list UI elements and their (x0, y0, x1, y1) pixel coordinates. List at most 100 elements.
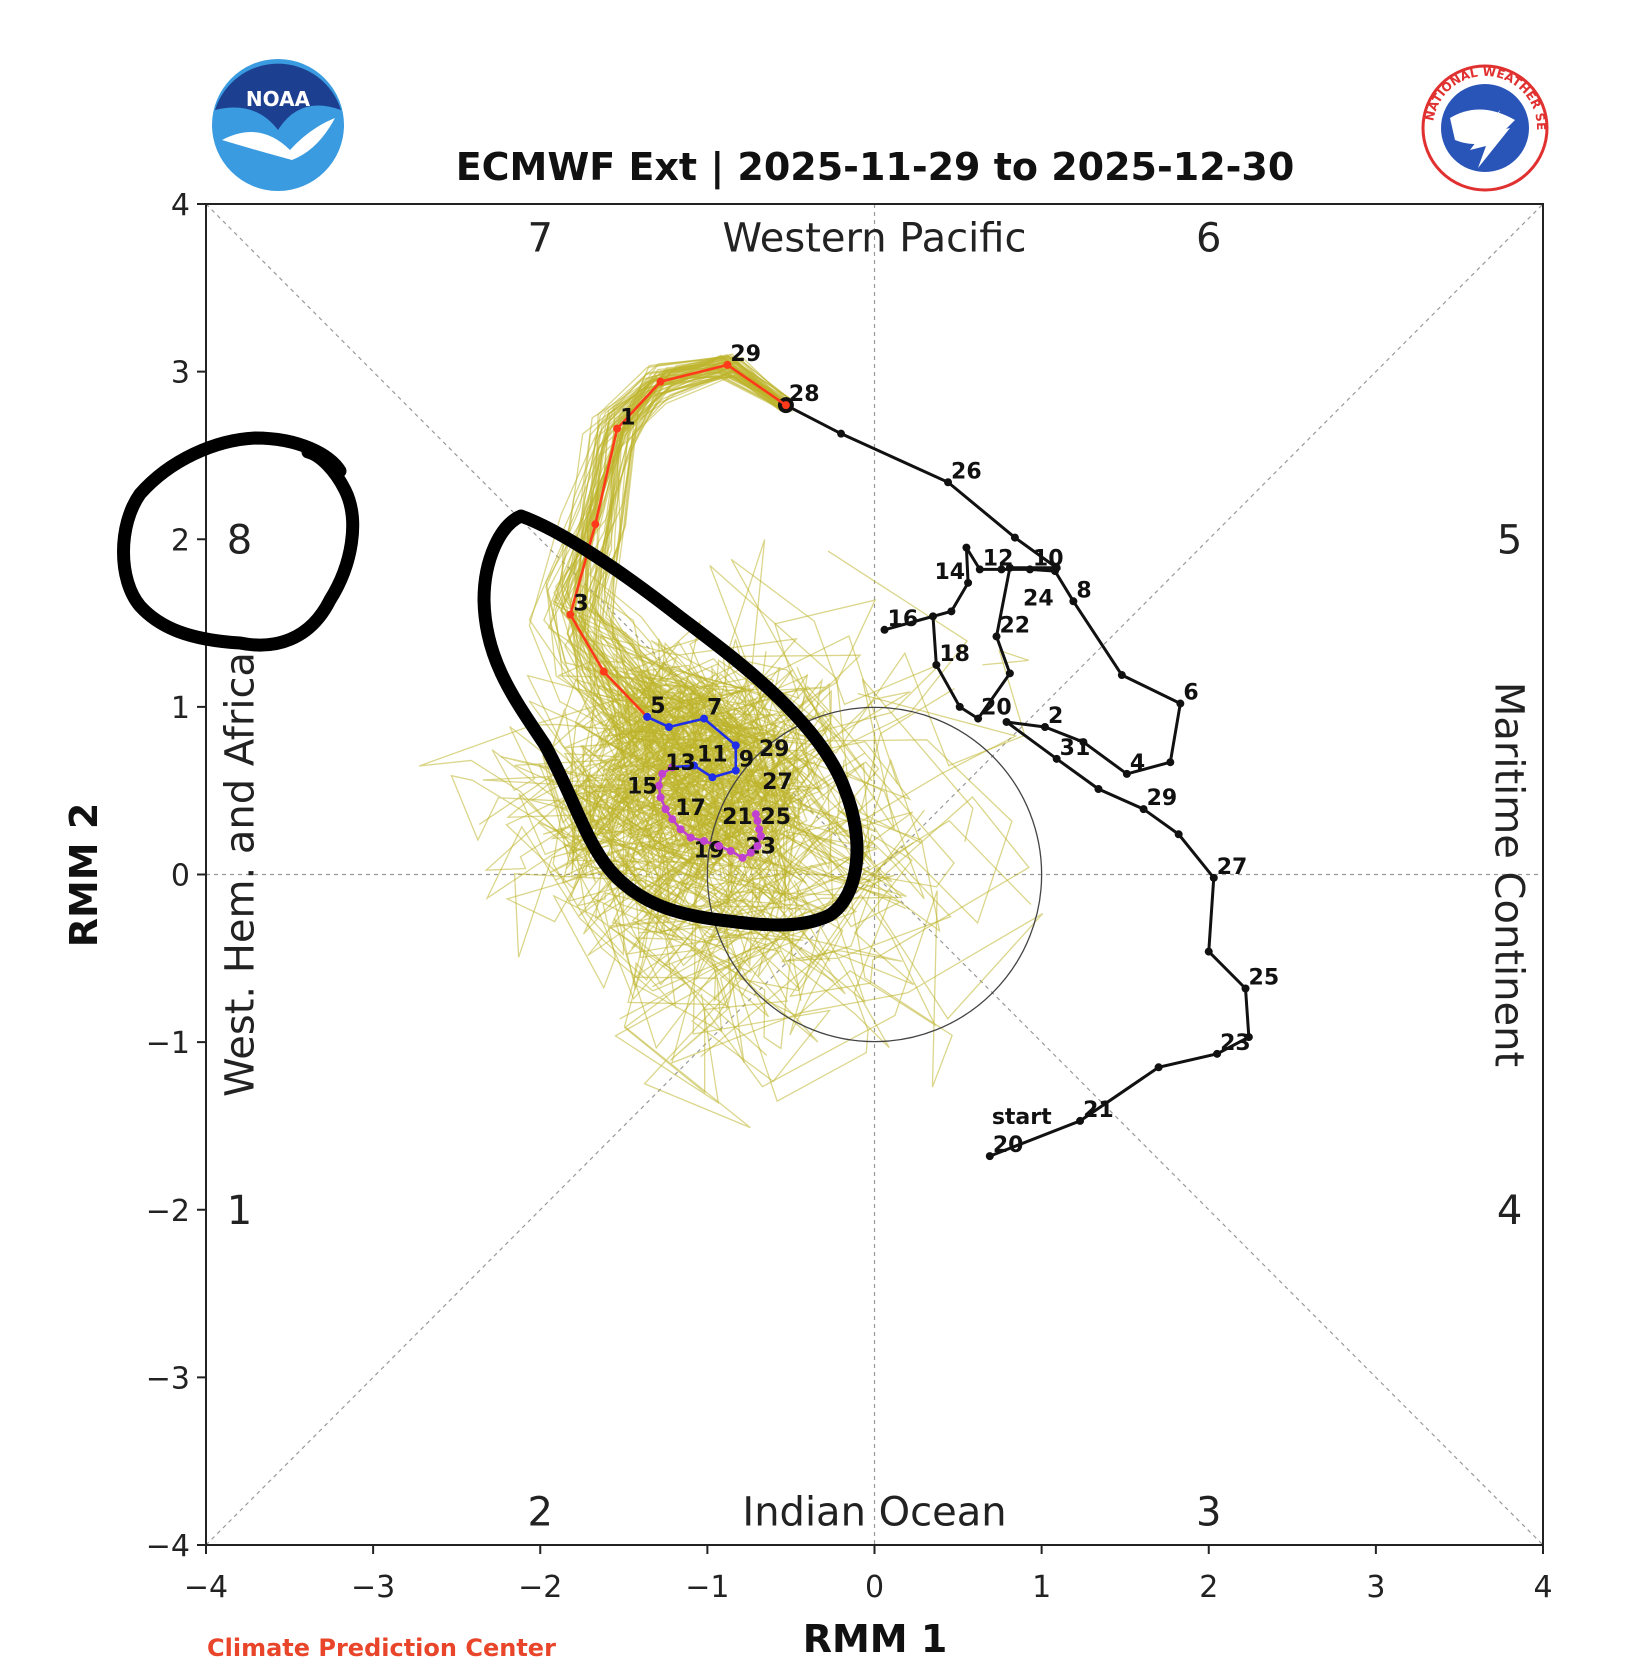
week2-point (690, 761, 699, 770)
region-label-right: Maritime Continent (1486, 682, 1532, 1067)
observed-point (1069, 597, 1078, 606)
observed-point-label: 4 (1130, 751, 1145, 776)
observed-point (944, 478, 953, 487)
observed-point-label: 25 (1249, 965, 1280, 990)
ensemble-member-line (594, 353, 873, 955)
y-tick-label: 0 (171, 859, 190, 894)
observed-point (1139, 805, 1148, 814)
hand-drawn-annotations (117, 431, 864, 932)
ensemble-member-line (505, 364, 822, 890)
x-tick-label: 1 (1032, 1570, 1051, 1605)
ensemble-member-line (549, 377, 824, 966)
observed-point-label: 20 (981, 696, 1012, 721)
annotation-circle-phase-8 (117, 431, 360, 652)
y-tick-label: −3 (146, 1361, 190, 1396)
phase-number-label: 2 (528, 1489, 553, 1535)
week1-point-label: 5 (650, 694, 665, 719)
observed-point-label: 28 (789, 382, 820, 407)
week2-point (731, 741, 740, 750)
observed-point (1244, 1033, 1253, 1042)
x-tick-label: −2 (518, 1570, 562, 1605)
ensemble-member-line (572, 362, 805, 1105)
phase-number-label: 5 (1497, 517, 1522, 563)
observed-point-label: 18 (939, 642, 970, 667)
svg-text:NOAA: NOAA (246, 87, 311, 111)
observed-point (1209, 873, 1218, 882)
week1-point (599, 667, 608, 676)
observed-point-label: 8 (1076, 578, 1091, 603)
y-tick-label: 1 (171, 691, 190, 726)
observed-point (974, 714, 983, 723)
week1-point (723, 360, 732, 369)
phase-number-label: 7 (528, 216, 553, 262)
observed-point-label: 6 (1183, 681, 1198, 706)
observed-point-label: 14 (934, 560, 965, 585)
weeks3_4-point (656, 793, 665, 802)
observed-point (1079, 738, 1088, 747)
region-label-bottom: Indian Ocean (742, 1489, 1006, 1535)
x-tick-label: 4 (1533, 1570, 1552, 1605)
weeks3_4-point-label: 15 (627, 774, 658, 799)
x-axis-label: RMM 1 (803, 1617, 948, 1661)
y-tick-label: 3 (171, 356, 190, 391)
ensemble-member-line (478, 354, 937, 1027)
observed-point (1122, 769, 1131, 778)
weeks3_4-point (756, 831, 765, 840)
region-label-top: Western Pacific (723, 216, 1027, 262)
week2-point (708, 773, 717, 782)
week1-point-label: 3 (573, 592, 588, 617)
ensemble-member-line (561, 356, 844, 1036)
week1-point (566, 610, 575, 619)
unit-circle (706, 706, 1043, 1043)
weeks3_4-point (715, 842, 724, 851)
week1-point (781, 401, 790, 410)
observed-point (880, 625, 889, 634)
weeks3_4-point (654, 781, 663, 790)
y-tick-label: 2 (171, 523, 190, 558)
weeks3_4-point-label: 29 (759, 737, 790, 762)
week1-point-label: 1 (620, 406, 635, 431)
observed-point-label: 2 (1048, 704, 1063, 729)
observed-point (962, 543, 971, 552)
x-tick-label: 0 (865, 1570, 884, 1605)
observed-point (964, 578, 973, 587)
x-tick-label: −4 (184, 1570, 228, 1605)
y-tick-label: −4 (146, 1529, 190, 1564)
week2-point-label: 7 (707, 696, 722, 721)
chart-title: ECMWF Ext | 2025-11-29 to 2025-12-30 (456, 145, 1295, 190)
ensemble-member-line (584, 365, 952, 1049)
observed-point (1166, 758, 1175, 767)
weeks3_4-point (755, 825, 764, 834)
y-axis-label: RMM 2 (62, 803, 106, 948)
phase-number-label: 1 (227, 1188, 252, 1234)
observed-point (837, 429, 846, 438)
observed-path-line (785, 403, 1251, 1158)
observed-point (1241, 984, 1250, 993)
x-tick-label: −1 (685, 1570, 729, 1605)
observed-point-label: 16 (888, 607, 919, 632)
ensemble-member-line (567, 358, 892, 1103)
observed-point-label: 24 (1023, 587, 1054, 612)
observed-point (1025, 565, 1034, 574)
x-tick-label: 3 (1366, 1570, 1385, 1605)
observed-point (992, 632, 1001, 641)
week2-point (700, 714, 709, 723)
week1-point (613, 424, 622, 433)
observed-point (1040, 722, 1049, 731)
y-tick-label: 4 (171, 188, 190, 223)
weeks3_4-point-label: 21 (722, 805, 753, 830)
week2-point (731, 766, 740, 775)
week2-point-label: 9 (739, 748, 754, 773)
weeks3_4-point (753, 816, 762, 825)
weeks3_4-point (751, 810, 760, 819)
observed-point (955, 702, 964, 711)
observed-point-label: 26 (951, 459, 982, 484)
week1-path-line (568, 363, 787, 718)
x-tick-label: −3 (351, 1570, 395, 1605)
observed-point (928, 612, 937, 621)
observed-point (1176, 699, 1185, 708)
week1-point (591, 520, 600, 529)
week2-point-label: 11 (697, 743, 728, 768)
weeks3_4-point (738, 853, 747, 862)
weeks3_4-point (658, 769, 667, 778)
